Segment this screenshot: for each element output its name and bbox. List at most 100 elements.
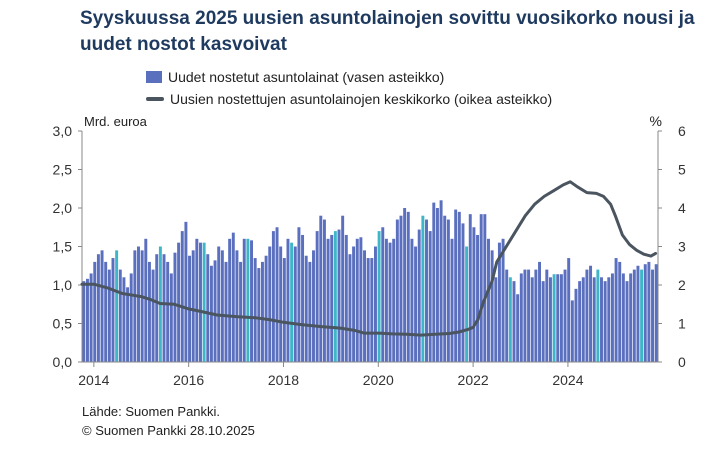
x-tick-label: 2016 <box>173 372 204 388</box>
bar <box>578 281 582 362</box>
bar <box>220 250 224 362</box>
bar <box>621 273 625 362</box>
bar <box>589 265 593 362</box>
bar <box>435 208 439 362</box>
bar <box>301 234 305 362</box>
bar <box>129 273 133 362</box>
bar <box>534 269 538 362</box>
bar <box>508 277 512 362</box>
bar <box>377 231 381 362</box>
bar <box>166 261 170 362</box>
bar <box>567 258 571 362</box>
bar <box>647 261 651 362</box>
bar <box>384 238 388 362</box>
bar <box>330 234 334 362</box>
bar <box>93 261 97 362</box>
x-tick-label: 2014 <box>78 372 109 388</box>
left-tick-label: 1,5 <box>53 239 73 255</box>
bar <box>392 238 396 362</box>
bar <box>428 231 432 362</box>
bar <box>228 238 232 362</box>
bar <box>603 281 607 362</box>
bar <box>322 219 326 362</box>
bar <box>184 221 188 362</box>
legend: Uudet nostetut asuntolainat (vasen astei… <box>146 66 552 110</box>
axes: 0,0 0,5 1,0 1,5 2,0 2,5 3,0 0 1 2 3 4 5 6 2014 2016 2018… <box>53 123 686 388</box>
bar <box>414 246 418 362</box>
bar <box>250 240 253 362</box>
bar <box>519 273 523 362</box>
bar <box>527 269 531 362</box>
legend-line-swatch <box>146 97 164 101</box>
bar <box>479 214 483 362</box>
bar <box>195 238 199 362</box>
bar <box>239 261 243 362</box>
bar <box>137 246 140 362</box>
bar <box>425 219 428 362</box>
bar <box>643 264 647 362</box>
bar <box>417 229 421 362</box>
bar <box>363 250 367 362</box>
bar <box>82 281 86 362</box>
bar <box>115 250 119 362</box>
bar <box>548 277 552 362</box>
bar <box>206 254 210 362</box>
bar <box>596 269 600 362</box>
bar <box>126 287 130 362</box>
bar <box>618 261 622 362</box>
legend-bar-swatch <box>146 71 162 83</box>
left-tick-label: 0,0 <box>53 354 73 370</box>
bar <box>122 277 126 362</box>
x-tick-label: 2018 <box>268 372 299 388</box>
bar <box>275 227 279 362</box>
bar <box>600 277 603 362</box>
bar <box>457 211 461 362</box>
legend-line-label: Uusien nostettujen asuntolainojen keskik… <box>170 91 553 107</box>
bar <box>304 255 308 362</box>
bar <box>559 274 563 362</box>
bar <box>545 269 549 362</box>
bar <box>432 202 436 362</box>
bar <box>574 288 578 362</box>
right-tick-label: 6 <box>678 123 686 139</box>
bar <box>293 246 297 362</box>
bar <box>162 254 166 362</box>
bar <box>312 250 315 362</box>
bar <box>359 237 363 362</box>
bar <box>319 215 323 362</box>
bar <box>86 278 89 362</box>
bar <box>257 268 261 362</box>
bar <box>118 269 122 362</box>
legend-entry-bars: Uudet nostetut asuntolainat (vasen astei… <box>146 66 552 88</box>
right-tick-label: 3 <box>678 239 686 255</box>
bar <box>231 232 235 362</box>
bar <box>483 214 487 362</box>
bar <box>374 246 377 362</box>
left-tick-label: 3,0 <box>53 123 73 139</box>
bar <box>388 242 392 362</box>
bar <box>490 250 494 362</box>
bar <box>403 208 407 362</box>
bar <box>144 238 148 362</box>
source-prefix: Lähde: <box>82 404 126 419</box>
bar <box>315 231 319 362</box>
bar <box>581 277 585 362</box>
bar <box>107 269 111 362</box>
bar <box>224 261 228 362</box>
legend-entry-line: Uusien nostettujen asuntolainojen keskik… <box>146 88 552 110</box>
bar <box>629 273 633 362</box>
source-line: Lähde: Suomen Pankki. <box>82 402 255 421</box>
bar <box>279 246 283 362</box>
bar <box>202 242 206 362</box>
bar <box>468 214 472 362</box>
bar <box>476 234 480 362</box>
bar <box>395 219 399 362</box>
bar <box>308 261 312 362</box>
bar <box>443 215 447 362</box>
bar <box>271 231 275 362</box>
bar <box>155 254 159 362</box>
bar <box>399 215 403 362</box>
bar <box>366 258 370 362</box>
bar <box>333 231 337 362</box>
bar <box>96 254 100 362</box>
